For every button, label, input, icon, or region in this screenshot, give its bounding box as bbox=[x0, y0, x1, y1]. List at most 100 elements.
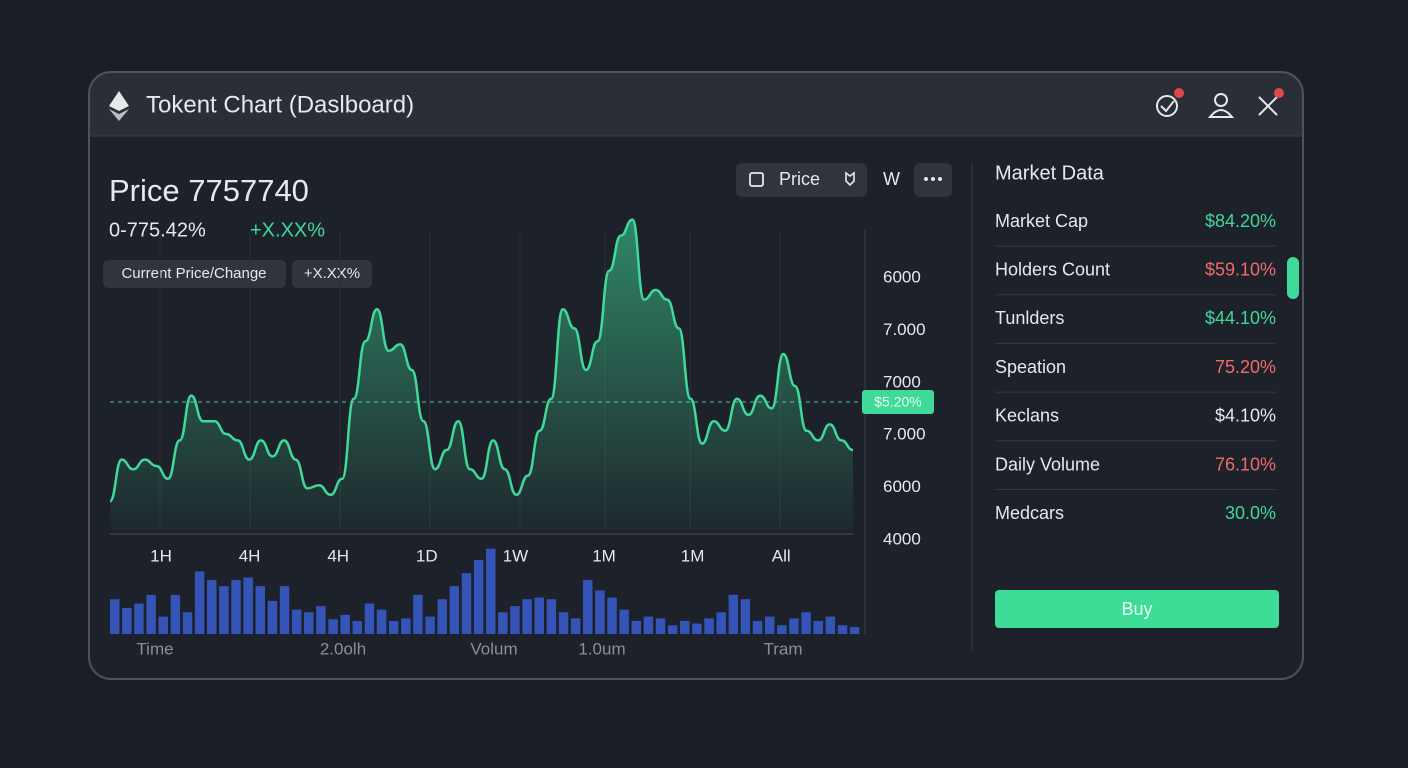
y-tick-label: 7000 bbox=[883, 372, 921, 391]
x-tick-label: 1H bbox=[150, 546, 172, 565]
price-change: 0-775.42% bbox=[109, 219, 206, 241]
market-label: Tunlders bbox=[995, 308, 1064, 328]
check-icon[interactable] bbox=[1156, 95, 1178, 117]
volume-bar bbox=[801, 612, 811, 634]
volume-bar bbox=[752, 620, 763, 634]
volume-bar bbox=[413, 594, 423, 634]
price-delta: +X.XX% bbox=[250, 219, 325, 241]
volume-bar bbox=[461, 573, 472, 634]
interval[interactable]: W bbox=[883, 169, 900, 189]
badge-text: Current Price/Change bbox=[121, 265, 266, 282]
volume-bar bbox=[304, 612, 314, 634]
volume-bar bbox=[170, 594, 181, 634]
volume-bar bbox=[279, 586, 290, 634]
x-tick-label: 4H bbox=[239, 546, 261, 565]
logo bbox=[109, 91, 129, 121]
volume-bar bbox=[837, 625, 848, 634]
close-icon[interactable] bbox=[1258, 96, 1278, 116]
y-tick-label: 6000 bbox=[883, 477, 921, 496]
market-label: Market Cap bbox=[995, 211, 1088, 231]
volume-bar bbox=[194, 571, 205, 634]
volume-bar bbox=[643, 616, 654, 634]
volume-bar bbox=[376, 609, 387, 634]
volume-bar bbox=[692, 623, 702, 634]
market-value: 75.20% bbox=[1215, 357, 1276, 377]
panel-border bbox=[88, 71, 1304, 680]
reference-badge bbox=[862, 390, 934, 414]
y-tick-label: 7.000 bbox=[883, 425, 926, 444]
y-tick-label: 4000 bbox=[883, 529, 921, 548]
volume-bar bbox=[607, 597, 617, 634]
market-value: $4.10% bbox=[1215, 406, 1276, 426]
volume-bar bbox=[522, 599, 532, 634]
volume-bar bbox=[728, 594, 739, 634]
volume-bar bbox=[570, 618, 581, 634]
volume-bar bbox=[110, 599, 120, 634]
volume-bar bbox=[716, 612, 726, 634]
x-tick-label: 4H bbox=[327, 546, 349, 565]
header-title: Tokent Chart (Daslboard) bbox=[146, 91, 414, 118]
price-line bbox=[108, 218, 854, 503]
buy-button[interactable] bbox=[995, 590, 1279, 628]
market-value: $59.10% bbox=[1205, 259, 1276, 279]
reference-label: $5.20% bbox=[874, 394, 921, 410]
market-value: $44.10% bbox=[1205, 308, 1276, 328]
volume-bar bbox=[631, 620, 642, 634]
price-button[interactable] bbox=[736, 163, 867, 197]
volume-bar bbox=[546, 599, 557, 634]
y-tick-label: 6000 bbox=[883, 267, 921, 286]
market-value: $84.20% bbox=[1205, 211, 1276, 231]
volume-bar bbox=[316, 606, 326, 634]
panel bbox=[89, 72, 1303, 679]
volume-bar bbox=[667, 625, 678, 634]
volume-bar bbox=[146, 594, 156, 634]
market-label: Medcars bbox=[995, 503, 1064, 523]
market-label: Daily Volume bbox=[995, 454, 1100, 474]
volume-bar bbox=[789, 618, 799, 634]
checkbox-icon bbox=[749, 172, 764, 187]
y-tick-label: 7.000 bbox=[883, 320, 926, 339]
volume-bar bbox=[122, 607, 132, 634]
volume-bar bbox=[219, 586, 229, 634]
header-bar bbox=[89, 72, 1303, 136]
volume-bar bbox=[207, 580, 217, 634]
volume-bar bbox=[291, 609, 302, 634]
volume-bar bbox=[243, 577, 253, 634]
price-area bbox=[110, 219, 853, 530]
badge bbox=[103, 260, 286, 288]
shield-icon bbox=[845, 171, 855, 187]
volume-bar bbox=[340, 614, 350, 634]
volume-bar bbox=[231, 580, 241, 634]
volume-bar bbox=[534, 597, 544, 634]
user-icon[interactable] bbox=[1207, 93, 1235, 118]
volume-bar bbox=[158, 616, 168, 634]
bottom-label: Time bbox=[136, 639, 173, 658]
bottom-label: Volum bbox=[470, 639, 517, 658]
notification-dot bbox=[1174, 88, 1184, 98]
volume-bar bbox=[328, 619, 338, 634]
price-title: Price 7757740 bbox=[109, 173, 309, 208]
volume-bar bbox=[825, 616, 836, 634]
bottom-label: 2.0olh bbox=[320, 639, 366, 658]
market-label: Keclans bbox=[995, 406, 1059, 426]
x-tick-label: 1M bbox=[592, 546, 616, 565]
x-tick-label: 1W bbox=[503, 546, 529, 565]
volume-bar bbox=[267, 600, 278, 634]
volume-bar bbox=[740, 599, 751, 634]
market-label: Speation bbox=[995, 357, 1066, 377]
scrollbar[interactable] bbox=[1287, 257, 1299, 299]
market-label: Holders Count bbox=[995, 259, 1110, 279]
buy-label: Buy bbox=[1121, 599, 1152, 619]
more-icon bbox=[924, 177, 942, 181]
market-title: Market Data bbox=[995, 162, 1105, 184]
volume-bar bbox=[583, 580, 593, 634]
volume-bar bbox=[473, 560, 484, 634]
badge-text: +X.XX% bbox=[304, 265, 360, 282]
volume-bar bbox=[425, 616, 435, 634]
volume-bar bbox=[182, 612, 193, 634]
price-button-label: Price bbox=[779, 169, 820, 189]
volume-bar bbox=[558, 612, 569, 634]
x-tick-label: All bbox=[772, 546, 791, 565]
x-tick-label: 1M bbox=[681, 546, 705, 565]
